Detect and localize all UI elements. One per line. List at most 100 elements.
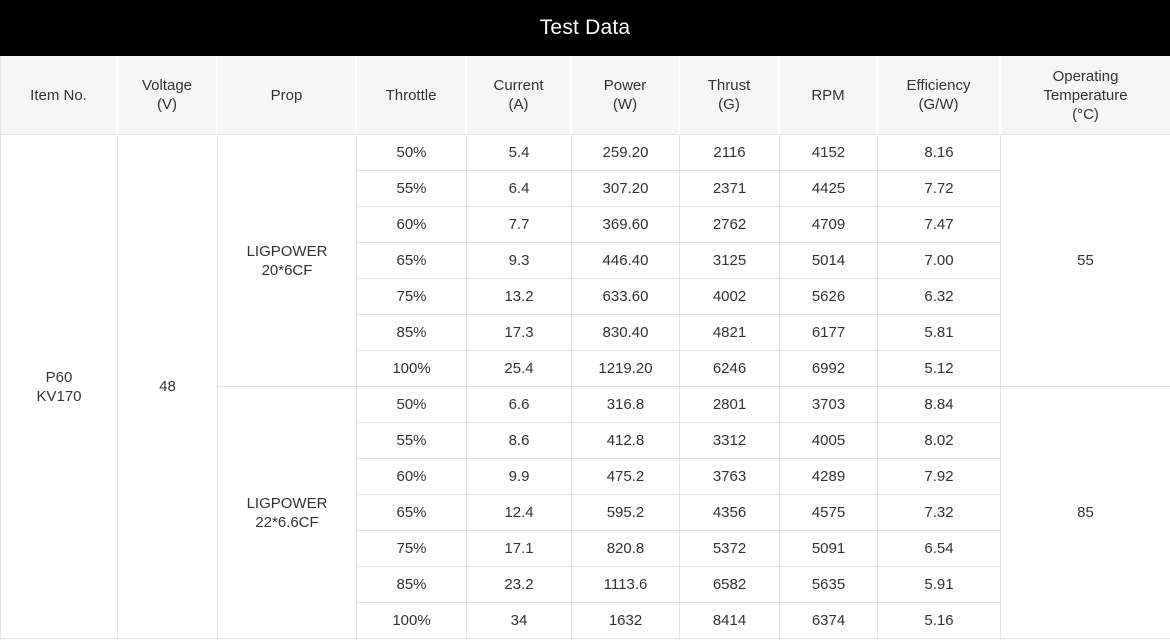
- efficiency-cell: 7.32: [878, 495, 1001, 531]
- column-header-rpm: RPM: [780, 56, 878, 135]
- rpm-cell: 4575: [780, 495, 878, 531]
- power-cell: 633.60: [572, 279, 680, 315]
- power-cell: 316.8: [572, 387, 680, 423]
- power-cell: 369.60: [572, 207, 680, 243]
- table-row: P60 KV170 48 LIGPOWER 20*6CF 50% 5.4 259.20 21…: [1, 135, 1170, 639]
- power-cell: 307.20: [572, 171, 680, 207]
- efficiency-cell: 7.00: [878, 243, 1001, 279]
- power-cell: 1219.20: [572, 351, 680, 387]
- current-cell: 12.4: [467, 495, 572, 531]
- throttle-cell: 100%: [357, 603, 467, 639]
- efficiency-cell: 8.16: [878, 135, 1001, 171]
- table-row: LIGPOWER 22*6.6CF 50% 6.6 316.8 2801 3703 8.84…: [1, 387, 1170, 639]
- throttle-cell: 100%: [357, 351, 467, 387]
- power-cell: 412.8: [572, 423, 680, 459]
- throttle-cell: 65%: [357, 243, 467, 279]
- throttle-cell: 55%: [357, 171, 467, 207]
- current-cell: 8.6: [467, 423, 572, 459]
- efficiency-cell: 5.16: [878, 603, 1001, 639]
- efficiency-cell: 5.81: [878, 315, 1001, 351]
- column-header-throttle: Throttle: [357, 56, 467, 135]
- thrust-cell: 8414: [680, 603, 780, 639]
- rpm-cell: 5014: [780, 243, 878, 279]
- thrust-cell: 3312: [680, 423, 780, 459]
- column-header-current: Current (A): [467, 56, 572, 135]
- voltage-cell: 48: [118, 135, 218, 639]
- thrust-cell: 3763: [680, 459, 780, 495]
- throttle-cell: 65%: [357, 495, 467, 531]
- table-row: 55% 6.4 307.20 2371 4425 7.72: [1, 171, 1170, 207]
- prop-cell: LIGPOWER 22*6.6CF: [218, 387, 357, 639]
- power-cell: 820.8: [572, 531, 680, 567]
- rpm-cell: 6374: [780, 603, 878, 639]
- thrust-cell: 2116: [680, 135, 780, 171]
- rpm-cell: 3703: [780, 387, 878, 423]
- table-row: 75% 17.1 820.8 5372 5091 6.54: [1, 531, 1170, 567]
- efficiency-cell: 7.92: [878, 459, 1001, 495]
- throttle-cell: 60%: [357, 207, 467, 243]
- thrust-cell: 4356: [680, 495, 780, 531]
- table-row: 60% 9.9 475.2 3763 4289 7.92: [1, 459, 1170, 495]
- rpm-cell: 5635: [780, 567, 878, 603]
- column-header-voltage: Voltage (V): [118, 56, 218, 135]
- table-row: 100% 34 1632 8414 6374 5.16: [1, 603, 1170, 639]
- thrust-cell: 4821: [680, 315, 780, 351]
- current-cell: 5.4: [467, 135, 572, 171]
- table-row: 85% 23.2 1113.6 6582 5635 5.91: [1, 567, 1170, 603]
- power-cell: 1632: [572, 603, 680, 639]
- thrust-cell: 4002: [680, 279, 780, 315]
- efficiency-cell: 8.84: [878, 387, 1001, 423]
- table-row: 65% 12.4 595.2 4356 4575 7.32: [1, 495, 1170, 531]
- table-row: 85% 17.3 830.40 4821 6177 5.81: [1, 315, 1170, 351]
- current-cell: 7.7: [467, 207, 572, 243]
- test-data-table: Item No. Voltage (V) Prop Throttle Curre…: [0, 56, 1170, 639]
- current-cell: 23.2: [467, 567, 572, 603]
- power-cell: 595.2: [572, 495, 680, 531]
- current-cell: 9.9: [467, 459, 572, 495]
- operating-temperature-cell: 85: [1001, 387, 1170, 639]
- throttle-cell: 85%: [357, 567, 467, 603]
- power-cell: 830.40: [572, 315, 680, 351]
- efficiency-cell: 7.47: [878, 207, 1001, 243]
- column-header-efficiency: Efficiency (G/W): [878, 56, 1001, 135]
- item-no-cell: P60 KV170: [1, 135, 118, 639]
- column-header-thrust: Thrust (G): [680, 56, 780, 135]
- table-row: 55% 8.6 412.8 3312 4005 8.02: [1, 423, 1170, 459]
- rpm-cell: 4005: [780, 423, 878, 459]
- current-cell: 17.1: [467, 531, 572, 567]
- power-cell: 1113.6: [572, 567, 680, 603]
- column-header-item-no: Item No.: [1, 56, 118, 135]
- power-cell: 475.2: [572, 459, 680, 495]
- table-title-bar: Test Data: [0, 0, 1170, 56]
- thrust-cell: 5372: [680, 531, 780, 567]
- page-title: Test Data: [539, 16, 631, 39]
- rpm-cell: 4425: [780, 171, 878, 207]
- thrust-cell: 2801: [680, 387, 780, 423]
- rpm-cell: 6992: [780, 351, 878, 387]
- thrust-cell: 3125: [680, 243, 780, 279]
- thrust-cell: 6246: [680, 351, 780, 387]
- power-cell: 259.20: [572, 135, 680, 171]
- rpm-cell: 4289: [780, 459, 878, 495]
- thrust-cell: 2762: [680, 207, 780, 243]
- rpm-cell: 5626: [780, 279, 878, 315]
- column-header-operating-temperature: Operating Temperature (°C): [1001, 56, 1170, 135]
- table-body: P60 KV170 48 LIGPOWER 20*6CF 50% 5.4 259.20 21…: [1, 135, 1170, 639]
- operating-temperature-cell: 55: [1001, 135, 1170, 387]
- current-cell: 9.3: [467, 243, 572, 279]
- efficiency-cell: 5.91: [878, 567, 1001, 603]
- rpm-cell: 4709: [780, 207, 878, 243]
- current-cell: 17.3: [467, 315, 572, 351]
- thrust-cell: 2371: [680, 171, 780, 207]
- rpm-cell: 5091: [780, 531, 878, 567]
- table-row: 65% 9.3 446.40 3125 5014 7.00: [1, 243, 1170, 279]
- throttle-cell: 55%: [357, 423, 467, 459]
- efficiency-cell: 8.02: [878, 423, 1001, 459]
- table-row: 100% 25.4 1219.20 6246 6992 5.12: [1, 351, 1170, 387]
- throttle-cell: 60%: [357, 459, 467, 495]
- current-cell: 34: [467, 603, 572, 639]
- throttle-cell: 75%: [357, 279, 467, 315]
- thrust-cell: 6582: [680, 567, 780, 603]
- throttle-cell: 85%: [357, 315, 467, 351]
